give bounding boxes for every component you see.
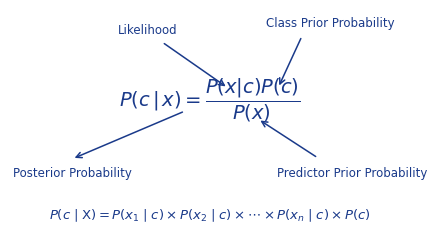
Text: Likelihood: Likelihood bbox=[118, 25, 177, 38]
Text: Class Prior Probability: Class Prior Probability bbox=[265, 16, 393, 29]
Text: Predictor Prior Probability: Predictor Prior Probability bbox=[276, 167, 426, 180]
Text: $P(c\,|\,x)=\dfrac{P(x|c)P(c)}{P(x)}$: $P(c\,|\,x)=\dfrac{P(x|c)P(c)}{P(x)}$ bbox=[119, 76, 300, 124]
Text: $P(c\mid \mathrm{X}) = P(x_1\mid c)\times P(x_2\mid c)\times\cdots\times P(x_n\m: $P(c\mid \mathrm{X}) = P(x_1\mid c)\time… bbox=[49, 208, 370, 224]
Text: Posterior Probability: Posterior Probability bbox=[13, 167, 131, 180]
